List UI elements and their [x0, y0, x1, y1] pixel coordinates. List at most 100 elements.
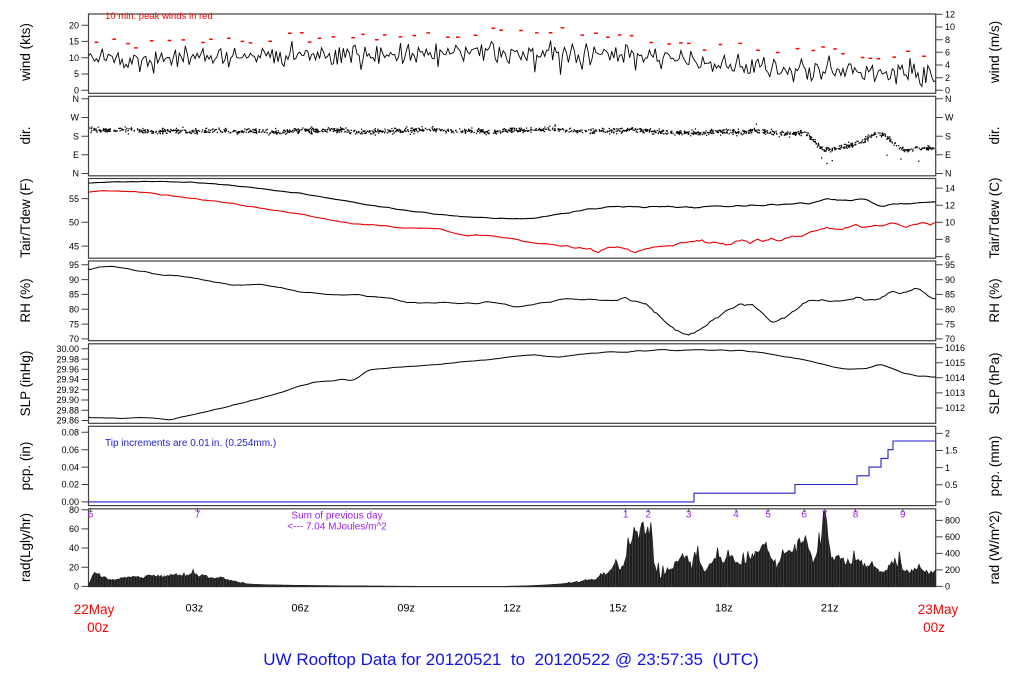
svg-text:80: 80: [69, 305, 79, 315]
svg-text:0.08: 0.08: [61, 428, 79, 438]
svg-text:2: 2: [645, 510, 651, 521]
svg-text:1015: 1015: [945, 358, 965, 368]
svg-text:10 min. peak winds in red: 10 min. peak winds in red: [105, 11, 213, 22]
svg-text:70: 70: [69, 334, 79, 344]
svg-text:6: 6: [945, 252, 950, 262]
svg-text:06z: 06z: [291, 603, 309, 615]
svg-text:6: 6: [801, 510, 807, 521]
svg-text:12: 12: [945, 10, 955, 20]
svg-text:50: 50: [69, 218, 79, 228]
svg-text:SLP (inHg): SLP (inHg): [18, 351, 33, 417]
svg-text:wind (kts): wind (kts): [18, 23, 33, 82]
svg-text:95: 95: [69, 260, 79, 270]
svg-text:7: 7: [195, 510, 201, 521]
svg-text:0.5: 0.5: [945, 480, 958, 490]
svg-text:85: 85: [69, 290, 79, 300]
svg-text:dir.: dir.: [987, 126, 1002, 144]
svg-text:RH (%): RH (%): [987, 278, 1002, 322]
svg-text:29.90: 29.90: [56, 395, 79, 405]
svg-text:29.96: 29.96: [56, 365, 79, 375]
svg-text:200: 200: [945, 565, 960, 575]
svg-text:600: 600: [945, 532, 960, 542]
svg-text:45: 45: [69, 241, 79, 251]
svg-text:80: 80: [945, 305, 955, 315]
svg-text:1013: 1013: [945, 388, 965, 398]
svg-text:4: 4: [945, 60, 950, 70]
svg-text:dir.: dir.: [18, 126, 33, 144]
svg-text:2: 2: [945, 73, 950, 83]
svg-text:1012: 1012: [945, 403, 965, 413]
svg-text:400: 400: [945, 549, 960, 559]
svg-text:2: 2: [945, 429, 950, 439]
svg-text:5: 5: [74, 69, 79, 79]
svg-text:00z: 00z: [87, 620, 109, 635]
svg-text:21z: 21z: [821, 603, 839, 615]
svg-text:12z: 12z: [503, 603, 521, 615]
svg-text:20: 20: [69, 20, 79, 30]
svg-text:15: 15: [69, 37, 79, 47]
svg-text:3: 3: [686, 510, 692, 521]
svg-text:E: E: [945, 150, 951, 160]
svg-text:40: 40: [69, 543, 79, 553]
svg-text:55: 55: [69, 194, 79, 204]
svg-text:<--- 7.04 MJoules/m^2: <--- 7.04 MJoules/m^2: [287, 522, 387, 533]
svg-text:90: 90: [69, 275, 79, 285]
svg-text:30.00: 30.00: [56, 344, 79, 354]
svg-text:N: N: [945, 169, 952, 179]
svg-text:0: 0: [945, 86, 950, 96]
svg-text:0.00: 0.00: [61, 497, 79, 507]
svg-text:E: E: [73, 150, 79, 160]
svg-text:60: 60: [69, 524, 79, 534]
svg-text:14: 14: [945, 183, 955, 193]
svg-text:0.04: 0.04: [61, 462, 79, 472]
svg-text:29.98: 29.98: [56, 354, 79, 364]
svg-text:29.88: 29.88: [56, 406, 79, 416]
svg-text:95: 95: [945, 260, 955, 270]
svg-text:S: S: [73, 131, 79, 141]
svg-text:1: 1: [623, 510, 629, 521]
svg-text:pcp. (in): pcp. (in): [18, 442, 33, 491]
svg-text:W: W: [945, 113, 954, 123]
svg-text:wind (m/s): wind (m/s): [987, 21, 1002, 84]
svg-text:8: 8: [945, 235, 950, 245]
svg-text:SLP (hPa): SLP (hPa): [987, 352, 1002, 414]
svg-text:75: 75: [945, 319, 955, 329]
svg-text:15z: 15z: [609, 603, 627, 615]
svg-text:0: 0: [74, 86, 79, 96]
svg-text:1.5: 1.5: [945, 446, 958, 456]
svg-text:0: 0: [945, 497, 950, 507]
svg-text:22May: 22May: [74, 602, 115, 617]
svg-text:0: 0: [945, 582, 950, 592]
svg-text:9: 9: [900, 510, 906, 521]
svg-text:5: 5: [765, 510, 771, 521]
svg-text:85: 85: [945, 290, 955, 300]
svg-text:800: 800: [945, 516, 960, 526]
svg-text:75: 75: [69, 319, 79, 329]
svg-text:N: N: [73, 94, 80, 104]
svg-text:Tair/Tdew (F): Tair/Tdew (F): [18, 178, 33, 258]
svg-text:UW Rooftop Data for 20120521: UW Rooftop Data for 20120521 to 20120522…: [263, 650, 758, 669]
svg-text:70: 70: [945, 334, 955, 344]
svg-text:1016: 1016: [945, 343, 965, 353]
svg-text:rad(Lgly/hr): rad(Lgly/hr): [18, 513, 33, 582]
svg-text:Sum of previous day: Sum of previous day: [291, 511, 382, 522]
svg-text:0.02: 0.02: [61, 480, 79, 490]
svg-text:10: 10: [69, 53, 79, 63]
svg-text:20: 20: [69, 562, 79, 572]
svg-text:80: 80: [69, 505, 79, 515]
svg-text:W: W: [71, 113, 80, 123]
svg-text:10: 10: [945, 218, 955, 228]
svg-text:29.94: 29.94: [56, 375, 79, 385]
svg-text:4: 4: [733, 510, 739, 521]
svg-text:1: 1: [945, 463, 950, 473]
svg-text:03z: 03z: [186, 603, 204, 615]
svg-text:18z: 18z: [715, 603, 733, 615]
svg-text:N: N: [945, 94, 952, 104]
svg-text:Tip increments are 0.01 in. (0: Tip increments are 0.01 in. (0.254mm.): [105, 438, 276, 449]
svg-text:90: 90: [945, 275, 955, 285]
svg-text:0: 0: [74, 582, 79, 592]
svg-text:0.06: 0.06: [61, 445, 79, 455]
svg-text:09z: 09z: [397, 603, 415, 615]
svg-text:00z: 00z: [923, 620, 945, 635]
svg-text:Tair/Tdew (C): Tair/Tdew (C): [987, 177, 1002, 258]
